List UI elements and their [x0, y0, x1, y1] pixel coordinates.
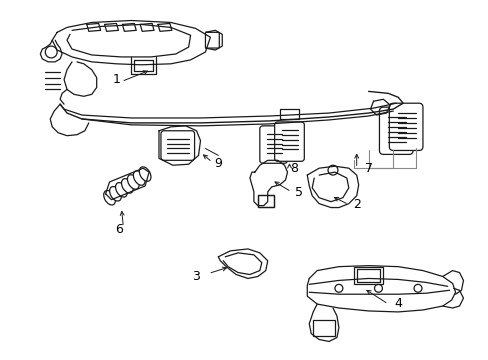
Bar: [313, 320, 334, 336]
Bar: [353, 267, 383, 284]
Text: 6: 6: [115, 223, 123, 236]
Ellipse shape: [115, 183, 127, 197]
Ellipse shape: [103, 190, 115, 205]
FancyBboxPatch shape: [274, 122, 304, 161]
Text: 3: 3: [191, 270, 199, 283]
FancyBboxPatch shape: [388, 103, 422, 150]
FancyBboxPatch shape: [205, 32, 219, 48]
Text: 9: 9: [214, 157, 222, 170]
Text: 1: 1: [112, 73, 120, 86]
Ellipse shape: [122, 179, 133, 193]
Ellipse shape: [127, 175, 139, 189]
FancyBboxPatch shape: [259, 126, 287, 163]
FancyBboxPatch shape: [379, 107, 412, 154]
Text: 2: 2: [352, 198, 360, 211]
Bar: [257, 195, 273, 207]
Ellipse shape: [133, 171, 145, 185]
Text: 7: 7: [364, 162, 372, 175]
Ellipse shape: [109, 186, 121, 201]
Text: 5: 5: [295, 186, 303, 199]
FancyBboxPatch shape: [161, 131, 194, 160]
Text: 4: 4: [393, 297, 401, 310]
Ellipse shape: [139, 167, 151, 181]
Text: 8: 8: [290, 162, 298, 175]
